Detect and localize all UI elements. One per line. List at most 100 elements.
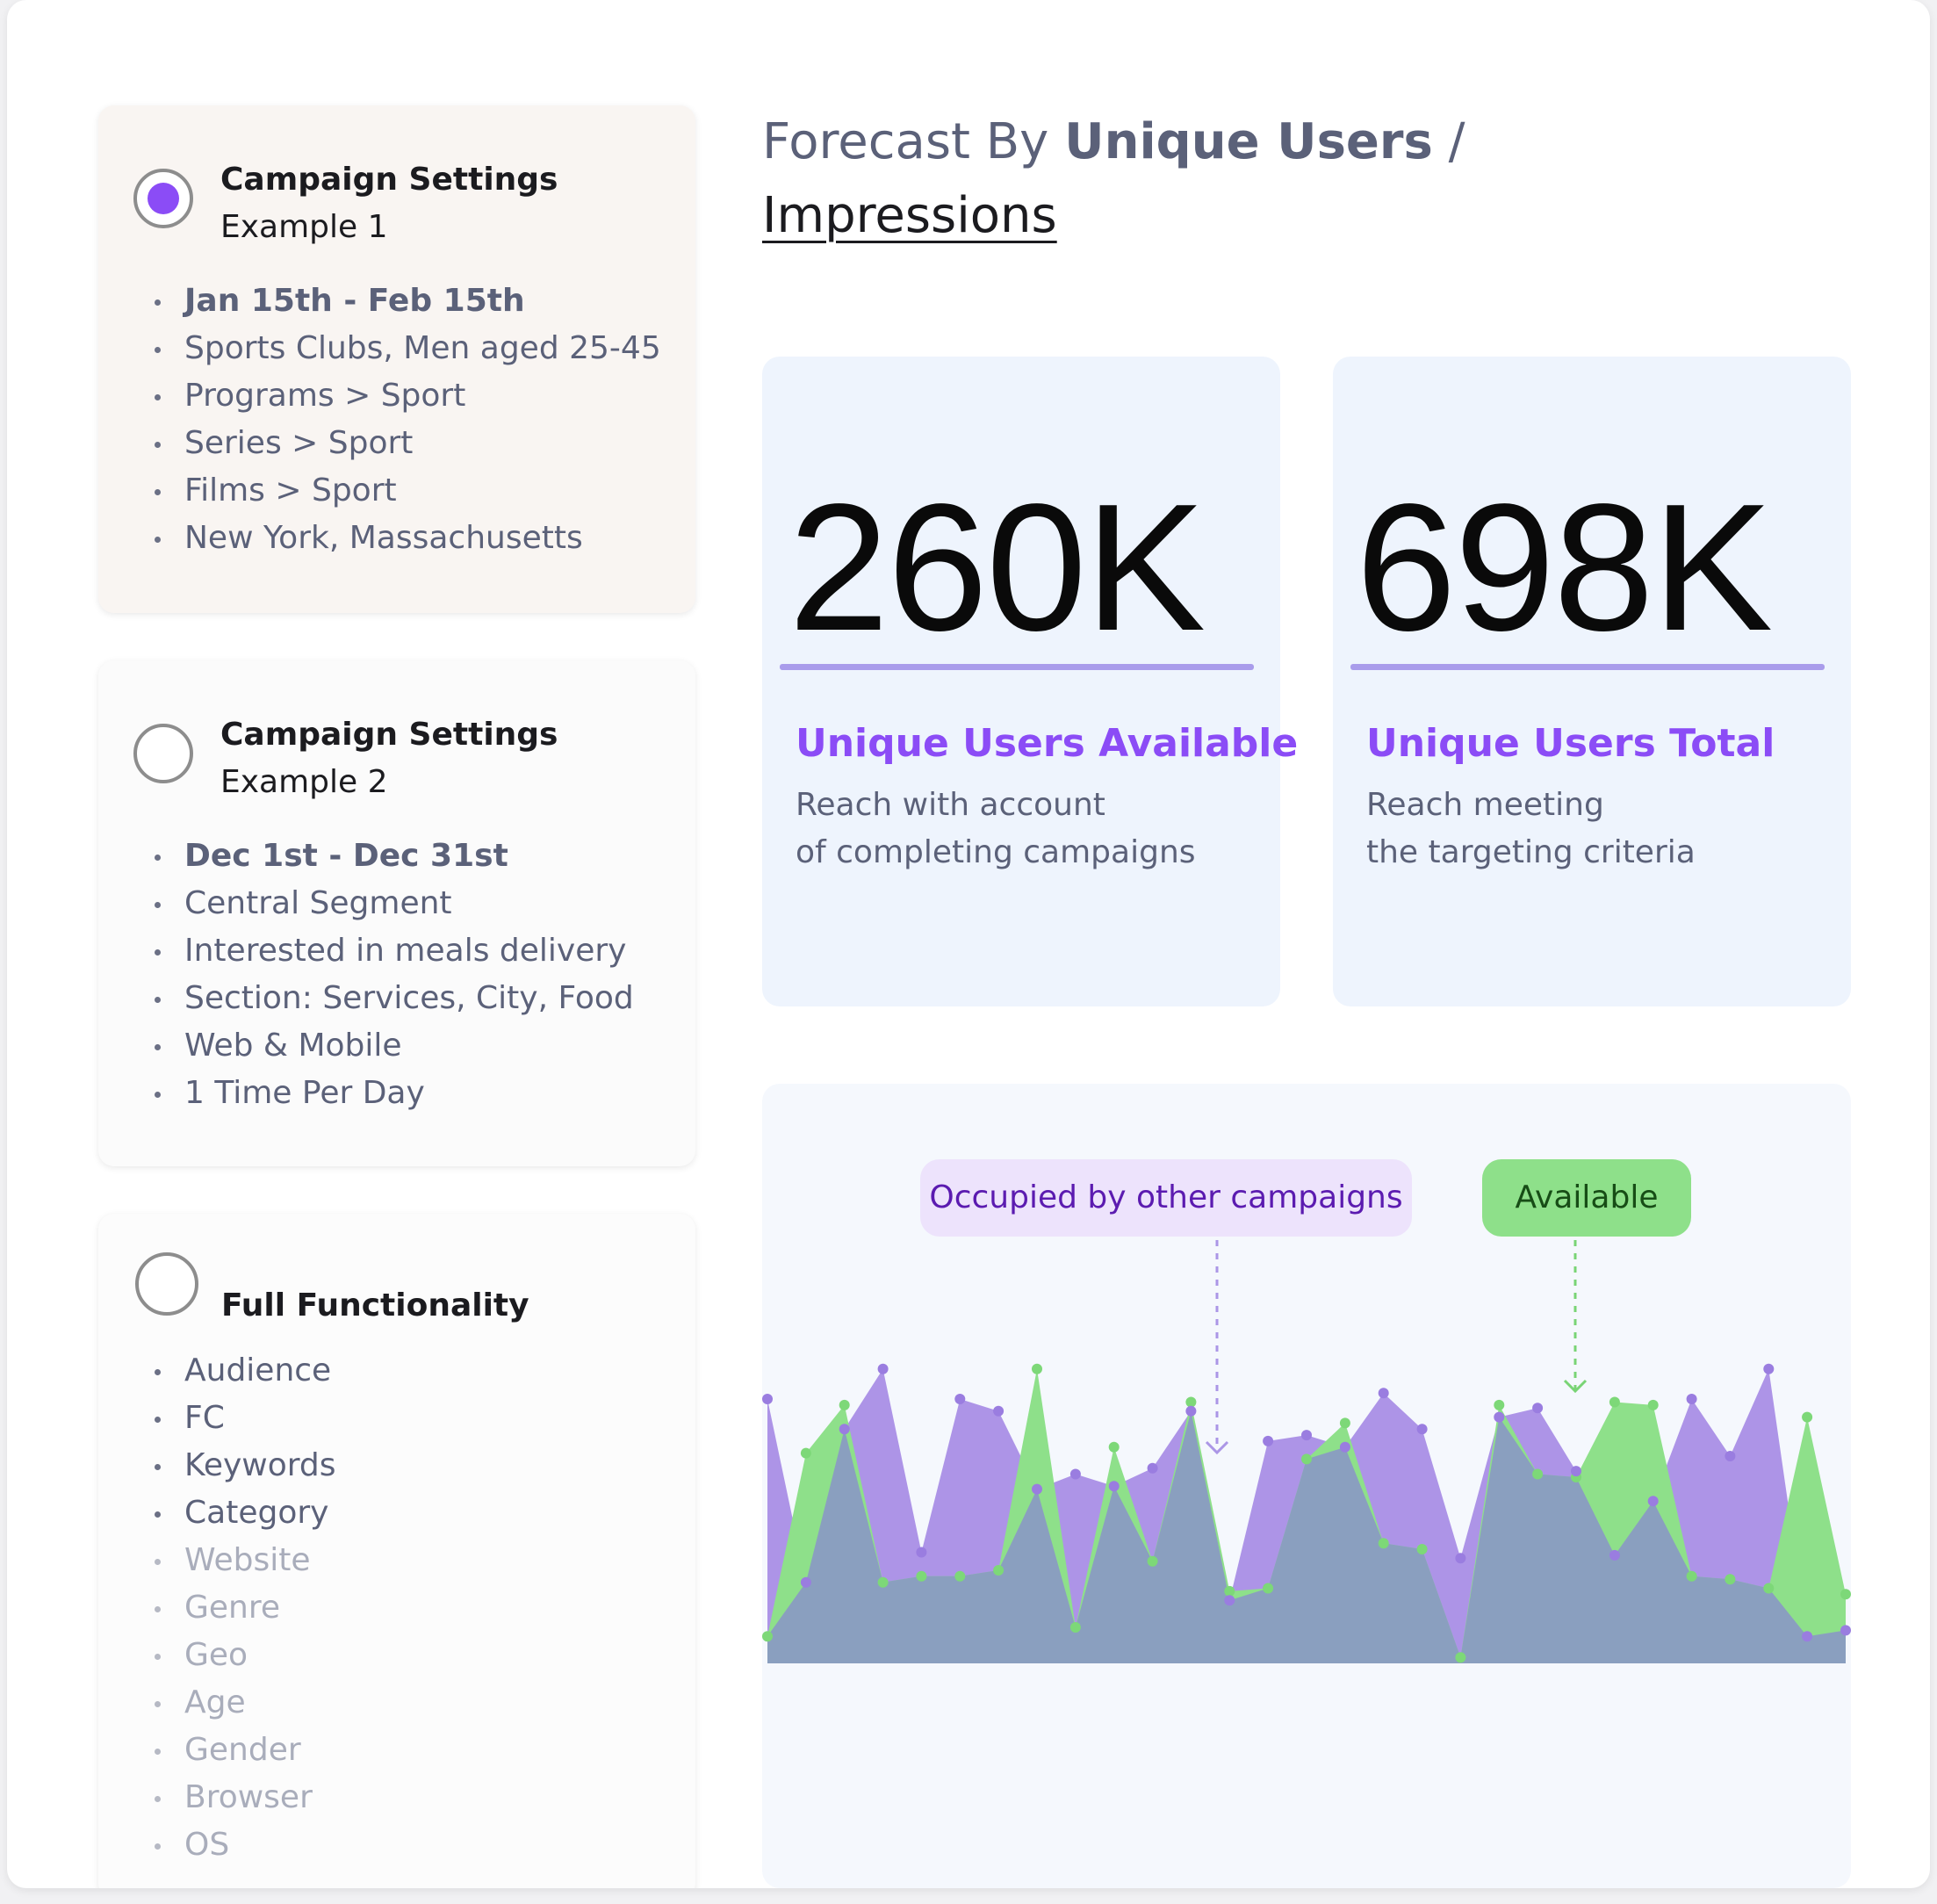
occupied-point — [1378, 1388, 1389, 1399]
radio-selected[interactable] — [133, 169, 193, 228]
available-point — [1147, 1555, 1158, 1567]
list-item: Keywords — [151, 1442, 336, 1489]
app-frame: Campaign Settings Example 1 Jan 15th - F… — [7, 0, 1930, 1888]
list-item: 1 Time Per Day — [151, 1070, 634, 1117]
panel-subtitle: Example 2 — [220, 764, 388, 800]
occupied-point — [1416, 1424, 1428, 1435]
stat-desc-line: of completing campaigns — [796, 834, 1196, 870]
available-point — [1301, 1453, 1312, 1465]
list-item: Web & Mobile — [151, 1022, 634, 1070]
available-point — [1686, 1570, 1697, 1582]
available-point — [1532, 1468, 1544, 1480]
available-point — [1802, 1411, 1813, 1423]
available-point — [877, 1576, 889, 1588]
occupied-point — [1263, 1435, 1274, 1446]
list-item-disabled: Genre — [151, 1584, 336, 1632]
available-point — [1416, 1544, 1428, 1554]
available-point — [1185, 1396, 1197, 1408]
occupied-point — [1108, 1481, 1120, 1492]
list-item-dates: Dec 1st - Dec 31st — [151, 833, 634, 880]
list-item-dates: Jan 15th - Feb 15th — [151, 278, 661, 325]
panel-subtitle: Example 1 — [220, 209, 388, 245]
occupied-point — [1147, 1462, 1158, 1474]
list-item-disabled: Gender — [151, 1727, 336, 1774]
occupied-point — [1763, 1363, 1775, 1374]
stat-label: Unique Users Total — [1366, 721, 1775, 766]
legend-available: Available — [1482, 1159, 1691, 1237]
stat-card-available: 260K Unique Users Available Reach with a… — [762, 357, 1298, 1006]
occupied-point — [1494, 1411, 1505, 1423]
available-point — [1763, 1583, 1775, 1594]
list-item: FC — [151, 1395, 336, 1442]
available-point — [1647, 1399, 1659, 1410]
forecast-impressions-link[interactable]: Impressions — [762, 187, 1057, 244]
occupied-point — [800, 1576, 811, 1588]
radio-unselected[interactable] — [135, 1252, 198, 1316]
list-item-disabled: Geo — [151, 1632, 336, 1679]
available-point — [1032, 1363, 1042, 1374]
full-functionality-panel[interactable]: Full Functionality Audience FC Keywords … — [98, 1214, 695, 1888]
campaign-settings-example-1[interactable]: Campaign Settings Example 1 Jan 15th - F… — [98, 105, 695, 613]
stat-value: 260K — [788, 466, 1206, 668]
forecast-area-chart — [762, 1240, 1851, 1663]
available-point — [1069, 1622, 1081, 1633]
occupied-point — [1686, 1394, 1697, 1404]
radio-unselected[interactable] — [133, 724, 193, 783]
features-list: Audience FC Keywords Category Website Ge… — [151, 1347, 336, 1869]
occupied-point — [1609, 1549, 1620, 1561]
list-item: Programs > Sport — [151, 372, 661, 420]
available-point — [1455, 1652, 1466, 1663]
available-point — [762, 1631, 773, 1642]
forecast-chart-card: Occupied by other campaigns Available — [762, 1084, 1851, 1888]
stat-desc-line: the targeting criteria — [1366, 834, 1696, 870]
occupied-point — [1224, 1595, 1235, 1606]
available-point — [1339, 1417, 1350, 1429]
list-item: Central Segment — [151, 880, 634, 927]
occupied-point — [1725, 1451, 1736, 1461]
stat-divider — [780, 664, 1254, 670]
list-item: Sports Clubs, Men aged 25-45 — [151, 325, 661, 372]
campaign-settings-example-2[interactable]: Campaign Settings Example 2 Dec 1st - De… — [98, 660, 695, 1166]
available-point — [1494, 1399, 1505, 1410]
panel-title: Campaign Settings — [220, 162, 558, 198]
list-item-disabled: Age — [151, 1679, 336, 1727]
settings-list: Jan 15th - Feb 15th Sports Clubs, Men ag… — [151, 278, 661, 562]
stat-description: Reach meeting the targeting criteria — [1366, 782, 1823, 876]
stat-divider — [1350, 664, 1825, 670]
occupied-point — [1647, 1496, 1659, 1507]
occupied-point — [1532, 1403, 1544, 1414]
available-point — [1378, 1538, 1389, 1549]
occupied-point — [1032, 1483, 1042, 1495]
stat-card-total: 698K Unique Users Total Reach meeting th… — [1333, 357, 1851, 1006]
forecast-prefix: Forecast By — [762, 113, 1049, 170]
list-item: Audience — [151, 1347, 336, 1395]
forecast-unique-users[interactable]: Unique Users — [1064, 113, 1433, 170]
available-point — [954, 1570, 966, 1582]
overlap-area — [767, 1410, 1846, 1663]
stat-desc-line: Reach meeting — [1366, 787, 1604, 823]
panel-title: Full Functionality — [221, 1287, 529, 1323]
occupied-pointer-arrow-icon — [1205, 1440, 1229, 1455]
list-item-disabled: Browser — [151, 1774, 336, 1821]
available-point — [916, 1570, 927, 1582]
list-item: Films > Sport — [151, 467, 661, 515]
legend-occupied: Occupied by other campaigns — [920, 1159, 1412, 1237]
occupied-point — [1069, 1468, 1081, 1480]
occupied-point — [762, 1394, 773, 1404]
list-item: Series > Sport — [151, 420, 661, 467]
radio-dot-icon — [148, 183, 179, 214]
available-point — [993, 1565, 1005, 1576]
occupied-point — [1301, 1430, 1312, 1441]
list-item: New York, Massachusetts — [151, 515, 661, 562]
occupied-point — [916, 1547, 927, 1558]
available-point — [1840, 1589, 1851, 1600]
list-item: Section: Services, City, Food — [151, 975, 634, 1022]
list-item-disabled: OS — [151, 1821, 336, 1869]
forecast-separator: / — [1448, 113, 1465, 170]
occupied-point — [1339, 1441, 1350, 1453]
available-point — [839, 1399, 850, 1410]
occupied-point — [839, 1424, 850, 1435]
occupied-point — [1455, 1553, 1466, 1564]
available-point — [1263, 1583, 1274, 1594]
occupied-point — [877, 1363, 889, 1374]
